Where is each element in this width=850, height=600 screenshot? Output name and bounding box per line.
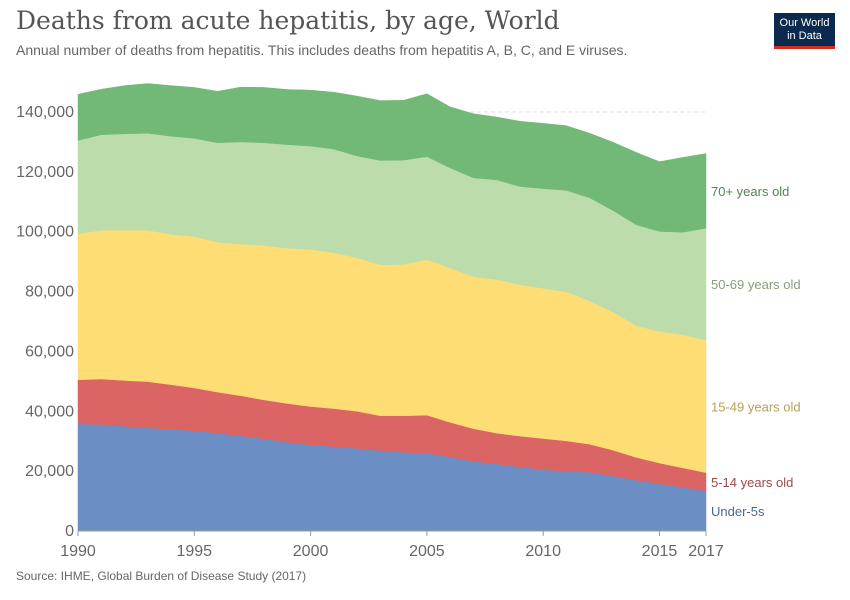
y-tick-label-20000: 20,000	[25, 463, 74, 480]
series-label-70-years-old: 70+ years old	[711, 184, 789, 199]
x-tick-label-1990: 1990	[60, 543, 96, 560]
source-note[interactable]: Source: IHME, Global Burden of Disease S…	[16, 569, 307, 583]
logo-line1: Our World	[779, 17, 830, 29]
x-tick-label-1995: 1995	[176, 543, 212, 560]
y-tick-label-40000: 40,000	[25, 403, 74, 420]
y-tick-label-0: 0	[65, 523, 74, 540]
series-label-under-5s: Under-5s	[711, 504, 765, 519]
y-tick-label-100000: 100,000	[16, 224, 74, 241]
x-tick-label-2010: 2010	[525, 543, 561, 560]
series-label-50-69-years-old: 50-69 years old	[711, 277, 801, 292]
series-labels: Under-5s 5-14 years old 15-49 years old 50-…	[711, 184, 801, 519]
x-tick-label-2015: 2015	[642, 543, 678, 560]
y-tick-label-120000: 120,000	[16, 164, 74, 181]
area-70-years-old	[77, 83, 707, 233]
chart-title: Deaths from acute hepatitis, by age, Wor…	[16, 6, 560, 35]
chart-subtitle: Annual number of deaths from hepatitis. …	[16, 42, 628, 58]
y-axis-ticks: 0 20,000 40,000 60,000 80,000 100,000 120,000 1…	[16, 104, 74, 540]
owid-logo[interactable]: Our World in Data	[774, 13, 835, 49]
y-tick-label-80000: 80,000	[25, 284, 74, 301]
x-axis: 1990 1995 2000 2005 2010 2015 2017	[60, 530, 724, 560]
x-tick-label-2005: 2005	[409, 543, 445, 560]
y-tick-label-140000: 140,000	[16, 104, 74, 121]
logo-line2: in Data	[787, 30, 822, 42]
x-tick-label-2000: 2000	[293, 543, 329, 560]
series-label-5-14-years-old: 5-14 years old	[711, 475, 793, 490]
x-tick-label-2017: 2017	[688, 543, 724, 560]
area-series	[77, 83, 707, 532]
y-tick-label-60000: 60,000	[25, 343, 74, 360]
series-label-15-49-years-old: 15-49 years old	[711, 399, 801, 414]
